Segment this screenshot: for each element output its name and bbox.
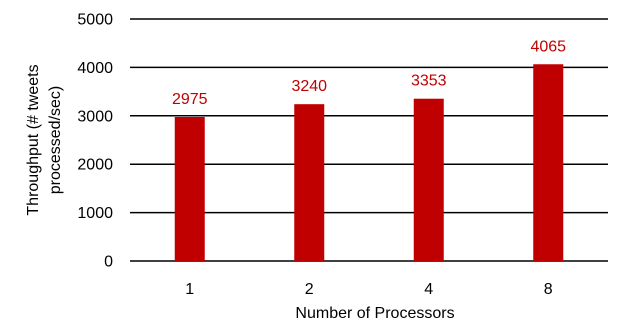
- bar: [174, 117, 205, 261]
- bar: [294, 104, 325, 262]
- bar: [533, 64, 564, 261]
- y-tick-label: 3000: [77, 108, 113, 125]
- gridlines: [130, 18, 608, 262]
- y-tick-label: 2000: [77, 157, 113, 174]
- x-tick-label: 1: [185, 281, 194, 298]
- bar-value-label: 2975: [172, 91, 208, 108]
- y-axis-label-line-1: Throughput (# tweets: [25, 64, 42, 215]
- y-axis-tick-labels: 0 1000 2000 3000 4000 5000: [77, 12, 113, 271]
- y-tick-label: 1000: [77, 205, 113, 222]
- x-axis-label: Number of Processors: [295, 305, 454, 322]
- x-tick-label: 8: [544, 281, 553, 298]
- bar-data-labels: 2975 3240 3353 4065: [172, 38, 566, 108]
- bar-value-label: 3353: [411, 73, 447, 90]
- y-tick-label: 5000: [77, 12, 113, 29]
- bar: [413, 98, 444, 261]
- bar-value-label: 3240: [291, 78, 327, 95]
- x-axis-tick-labels: 1 2 4 8: [185, 281, 553, 298]
- y-axis-label-line-2: processed/sec): [47, 86, 64, 195]
- x-tick-label: 2: [305, 281, 314, 298]
- x-tick-label: 4: [424, 281, 433, 298]
- bar-value-label: 4065: [530, 38, 566, 55]
- bar-series: [174, 64, 564, 262]
- y-tick-label: 0: [104, 254, 113, 271]
- y-tick-label: 4000: [77, 60, 113, 77]
